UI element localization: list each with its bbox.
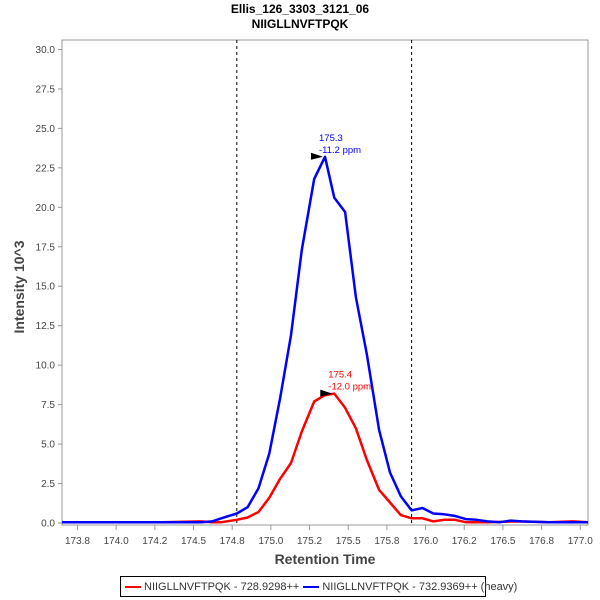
peak-annotation: -12.0 ppm: [328, 382, 371, 393]
peak-annotation: 175.3: [319, 133, 343, 144]
y-tick-label: 0.0: [41, 519, 55, 530]
x-tick-label: 174.8: [220, 536, 245, 547]
y-tick-label: 17.5: [36, 242, 56, 253]
series-line-heavy: [62, 155, 588, 524]
legend: NIIGLLNVFTPQK - 728.9298++ NIIGLLNVFTPQK…: [120, 576, 517, 597]
x-tick-label: 176.8: [529, 536, 554, 547]
x-axis-label: Retention Time: [275, 551, 376, 567]
plot-area: [61, 39, 589, 526]
y-tick-label: 20.0: [36, 203, 56, 214]
x-tick-label: 175.8: [374, 536, 399, 547]
peak-marker-icon: [320, 389, 333, 397]
y-tick-label: 27.5: [36, 84, 56, 95]
y-tick-label: 10.0: [36, 361, 56, 372]
x-tick-label: 176.5: [490, 536, 515, 547]
x-tick-label: 173.8: [65, 536, 90, 547]
x-tick-label: 176.0: [413, 536, 438, 547]
peak-annotation: -11.2 ppm: [319, 145, 361, 156]
peak-annotation: 175.4: [328, 370, 352, 381]
legend-label-light: NIIGLLNVFTPQK - 728.9298++: [144, 580, 300, 593]
legend-swatch-red: [125, 585, 141, 588]
legend-label-heavy: NIIGLLNVFTPQK - 732.9369++ (heavy): [322, 580, 518, 593]
x-tick-label: 174.5: [181, 536, 206, 547]
y-axis-label: Intensity 10^3: [11, 240, 27, 333]
y-tick-label: 15.0: [36, 282, 56, 293]
y-tick-label: 22.5: [36, 163, 56, 174]
series-line-light: [62, 392, 589, 524]
x-tick-label: 175.5: [336, 536, 361, 547]
y-tick-label: 5.0: [41, 440, 55, 451]
x-tick-label: 174.2: [142, 536, 167, 547]
legend-item-heavy: NIIGLLNVFTPQK - 732.9369++ (heavy): [303, 581, 517, 593]
y-tick-label: 7.5: [41, 400, 55, 411]
y-tick-label: 12.5: [36, 321, 56, 332]
x-tick-label: 175.2: [297, 536, 322, 547]
x-tick-label: 174.0: [104, 536, 129, 547]
x-tick-label: 177.0: [568, 536, 593, 547]
legend-item-light: NIIGLLNVFTPQK - 728.9298++: [125, 581, 299, 593]
y-tick-label: 25.0: [36, 124, 56, 135]
chart-title: Ellis_126_3303_3121_06: [231, 2, 369, 16]
x-tick-label: 175.0: [258, 536, 283, 547]
chart-subtitle: NIIGLLNVFTPQK: [252, 17, 349, 31]
y-tick-label: 2.5: [41, 479, 55, 490]
peak-marker-icon: [311, 152, 323, 160]
y-tick-label: 30.0: [36, 45, 56, 56]
legend-swatch-blue: [303, 585, 320, 588]
x-tick-label: 176.2: [452, 536, 477, 547]
